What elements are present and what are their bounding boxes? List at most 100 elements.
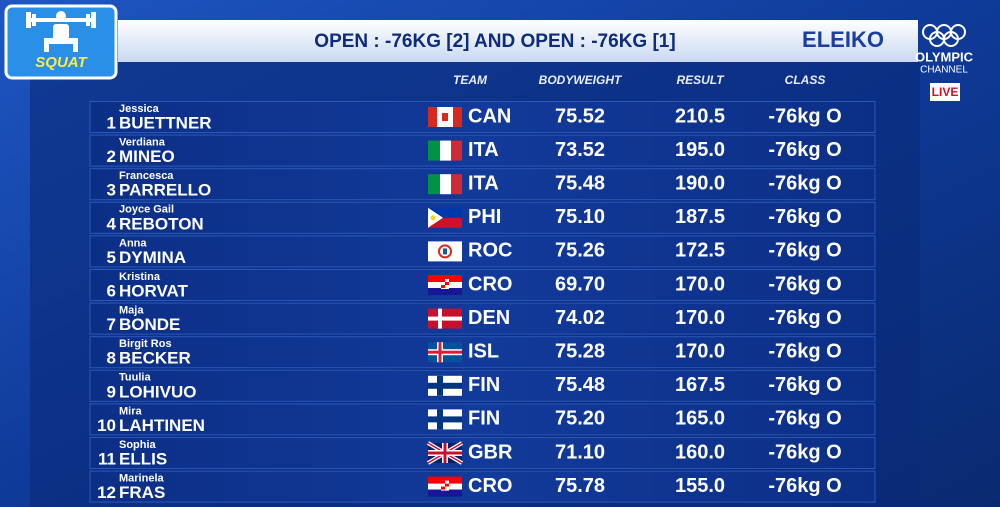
flag-part: [441, 285, 445, 288]
cell-bodyweight: 74.02: [555, 307, 605, 329]
flag-part: [441, 480, 445, 484]
row-background: [89, 134, 876, 167]
cell-result: 195.0: [675, 139, 725, 161]
cell-bodyweight: 75.28: [555, 340, 605, 362]
row-background: [89, 201, 876, 234]
flag-part: [428, 107, 437, 127]
column-header: BODYWEIGHT: [539, 73, 623, 87]
row-background: [89, 336, 876, 369]
cell-result: 190.0: [675, 172, 725, 194]
flag-part: [441, 279, 445, 282]
cell-team: GBR: [468, 441, 513, 463]
flag-part: [428, 476, 462, 484]
cell-team: CRO: [468, 475, 512, 497]
row-background: [89, 302, 876, 335]
flag: [428, 476, 462, 497]
last-name: LAHTINEN: [119, 416, 205, 435]
cell-class: -76kg O: [768, 240, 841, 262]
results-table: TEAM BODYWEIGHT RESULT CLASS 1JessicaBUETTNE…: [89, 73, 876, 503]
row-background: [89, 437, 876, 469]
cell-result: 170.0: [675, 273, 725, 295]
cell-result: 160.0: [675, 441, 725, 463]
squat-icon: [26, 11, 96, 52]
rank: 10: [97, 416, 116, 435]
cell-bodyweight: 75.10: [555, 206, 605, 228]
flag-part: [428, 174, 440, 195]
first-name: Maja: [119, 305, 144, 317]
flag: [428, 308, 462, 329]
cell-result: 165.0: [675, 408, 725, 430]
brand: ELEIKO: [802, 27, 884, 52]
flag-part: [445, 282, 449, 285]
rank: 3: [107, 181, 116, 200]
last-name: REBOTON: [119, 214, 204, 233]
last-name: FRAS: [119, 483, 165, 502]
cell-team: DEN: [468, 307, 510, 329]
flag-part: [428, 288, 462, 295]
cell-team: PHI: [468, 206, 501, 228]
olympic-rings: [922, 24, 966, 47]
cell-result: 210.5: [675, 105, 725, 127]
rank: 4: [107, 214, 117, 233]
first-name: Joyce Gail: [119, 204, 174, 216]
row-background: [89, 369, 876, 402]
cell-team: ITA: [468, 172, 499, 194]
cell-bodyweight: 75.48: [555, 374, 605, 396]
cell-class: -76kg O: [768, 340, 841, 362]
flag: [428, 241, 462, 262]
row-background: [89, 101, 876, 133]
column-header: RESULT: [676, 73, 725, 87]
first-name: Jessica: [119, 103, 160, 115]
rank: 8: [107, 349, 116, 368]
last-name: BECKER: [119, 349, 191, 368]
first-name: Verdiana: [119, 137, 166, 149]
flag: [428, 275, 462, 295]
flag: [428, 409, 462, 430]
channel-bottom: CHANNEL: [920, 65, 968, 76]
cell-bodyweight: 75.48: [555, 172, 605, 194]
cell-result: 170.0: [675, 307, 725, 329]
cell-team: FIN: [468, 374, 500, 396]
title-bar: [118, 20, 918, 62]
cell-team: CRO: [468, 273, 512, 295]
cell-class: -76kg O: [768, 206, 841, 228]
flag-part: [443, 248, 447, 255]
flag-part: [441, 486, 445, 490]
first-name: Birgit Ros: [119, 338, 172, 350]
live-badge: [930, 83, 960, 101]
cell-class: -76kg O: [768, 374, 841, 396]
cell-bodyweight: 75.52: [555, 105, 605, 127]
first-name: Francesca: [119, 170, 174, 182]
first-name: Mira: [119, 405, 143, 417]
flag: [428, 174, 462, 195]
row-background: [89, 269, 876, 301]
flag-part: [428, 451, 462, 455]
cell-class: -76kg O: [768, 139, 841, 161]
cell-class: -76kg O: [768, 105, 841, 127]
flag-part: [430, 215, 436, 221]
flag-part: [428, 207, 462, 218]
column-header: TEAM: [453, 73, 488, 87]
flag-part: [453, 107, 462, 127]
flag: [426, 441, 464, 465]
cell-class: -76kg O: [768, 441, 841, 463]
flag: [428, 107, 462, 127]
rank: 5: [107, 248, 116, 267]
last-name: DYMINA: [119, 248, 186, 267]
rank: 2: [107, 147, 116, 166]
flag-part: [428, 140, 440, 161]
last-name: PARRELLO: [119, 181, 211, 200]
flag-part: [428, 217, 462, 228]
cell-team: FIN: [468, 408, 500, 430]
flag-part: [440, 140, 451, 161]
flag-part: [428, 489, 462, 497]
title: OPEN : -76KG [2] AND OPEN : -76KG [1]: [314, 31, 675, 52]
cell-bodyweight: 75.20: [555, 408, 605, 430]
last-name: BUETTNER: [119, 113, 212, 132]
cell-bodyweight: 75.26: [555, 240, 605, 262]
row-background: [89, 403, 876, 436]
flag-part: [451, 140, 462, 161]
rank: 1: [107, 113, 116, 132]
flag-part: [438, 244, 452, 259]
